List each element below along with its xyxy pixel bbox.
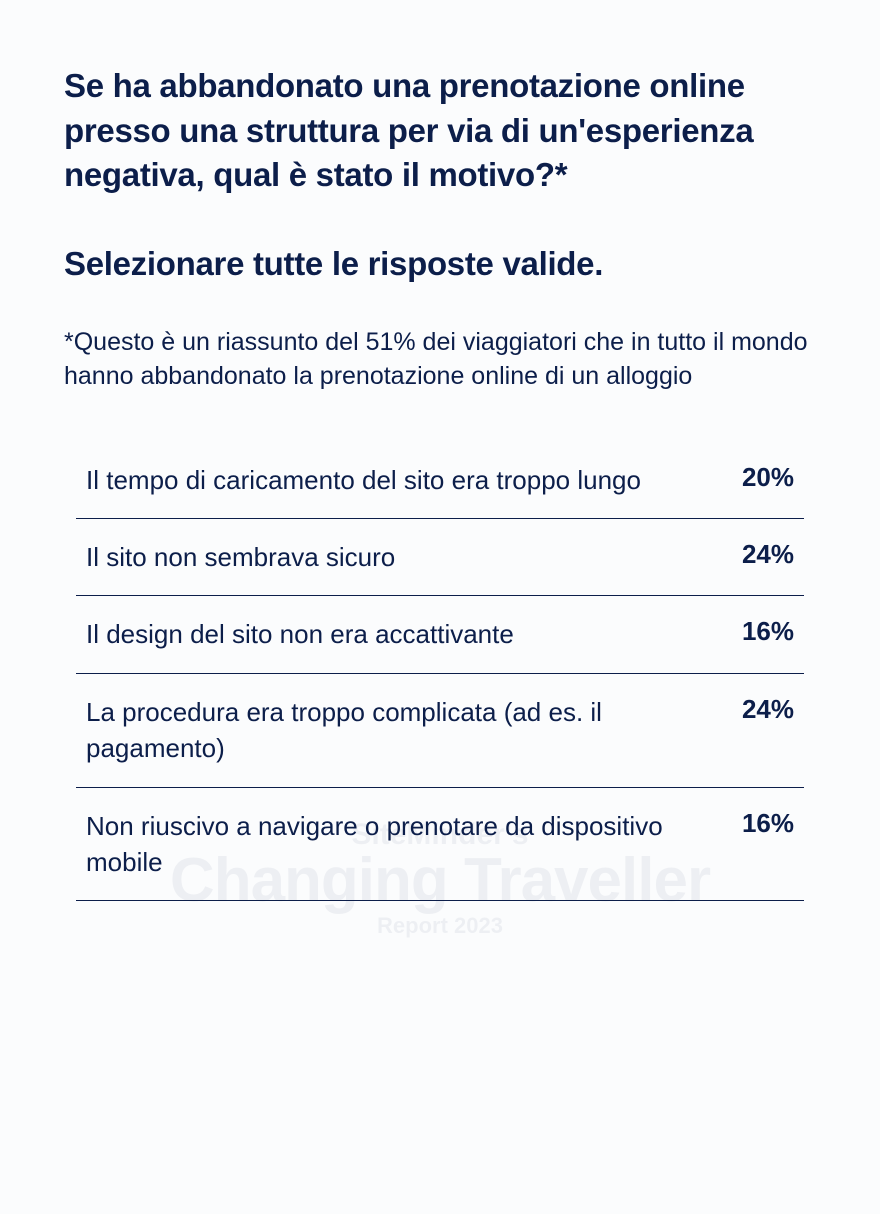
results-table: Il tempo di caricamento del sito era tro… bbox=[64, 442, 816, 902]
survey-panel: Se ha abbandonato una prenotazione onlin… bbox=[64, 64, 816, 901]
watermark-year: Report 2023 bbox=[0, 912, 880, 941]
survey-footnote: *Questo è un riassunto del 51% dei viagg… bbox=[64, 326, 816, 394]
table-row: Il tempo di caricamento del sito era tro… bbox=[76, 442, 804, 519]
row-label: Il tempo di caricamento del sito era tro… bbox=[86, 462, 718, 498]
table-row: Non riuscivo a navigare o prenotare da d… bbox=[76, 788, 804, 902]
row-label: La procedura era troppo complicata (ad e… bbox=[86, 694, 718, 767]
table-row: Il sito non sembrava sicuro 24% bbox=[76, 519, 804, 596]
row-value: 24% bbox=[742, 694, 794, 725]
row-label: Non riuscivo a navigare o prenotare da d… bbox=[86, 808, 718, 881]
row-value: 20% bbox=[742, 462, 794, 493]
row-label: Il sito non sembrava sicuro bbox=[86, 539, 718, 575]
row-label: Il design del sito non era accattivante bbox=[86, 616, 718, 652]
row-value: 24% bbox=[742, 539, 794, 570]
survey-question: Se ha abbandonato una prenotazione onlin… bbox=[64, 64, 816, 198]
row-value: 16% bbox=[742, 808, 794, 839]
row-value: 16% bbox=[742, 616, 794, 647]
survey-instruction: Selezionare tutte le risposte valide. bbox=[64, 242, 816, 287]
table-row: La procedura era troppo complicata (ad e… bbox=[76, 674, 804, 788]
table-row: Il design del sito non era accattivante … bbox=[76, 596, 804, 673]
